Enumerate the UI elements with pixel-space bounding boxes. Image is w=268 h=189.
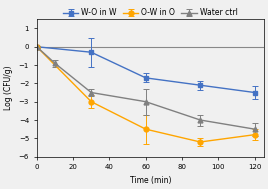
Legend: W-O in W, O-W in O, Water ctrl: W-O in W, O-W in O, Water ctrl (60, 5, 241, 20)
X-axis label: Time (min): Time (min) (129, 176, 171, 185)
Y-axis label: Log (CFU/g): Log (CFU/g) (4, 66, 13, 110)
